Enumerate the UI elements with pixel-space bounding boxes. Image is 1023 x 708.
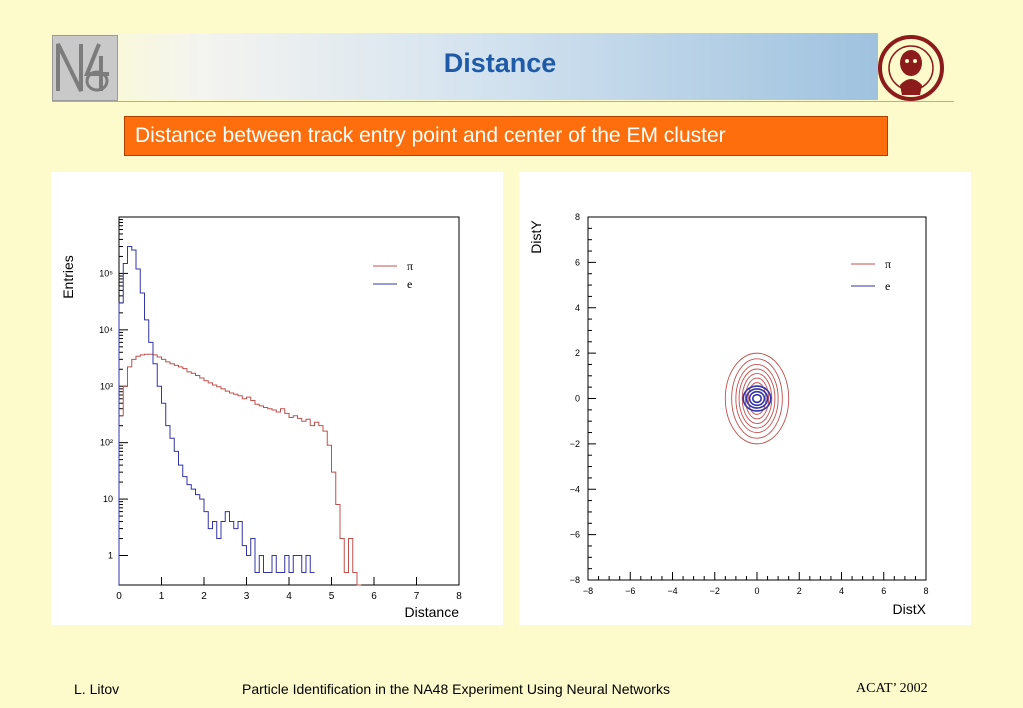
y-tick-label: 10	[103, 494, 113, 504]
header-divider	[52, 101, 954, 102]
y-tick-label: 10³	[100, 381, 113, 391]
x-tick-label: 6	[371, 591, 377, 602]
x-tick-label: 4	[839, 586, 844, 596]
contour-pion-level	[747, 382, 767, 415]
contour-pion-level	[744, 377, 770, 420]
x-tick-label: 0	[116, 591, 122, 602]
header-band	[52, 33, 878, 100]
y-tick-label: −6	[570, 530, 580, 540]
contour-electron-level	[742, 385, 772, 412]
distance-histogram: 0 1 2 3 4 5 6 7 8 1 10 10² 10³ 10⁴ 10⁵ Distance Entries π…	[60, 216, 462, 620]
na48-logo	[52, 35, 118, 101]
y-axis-label: DistY	[528, 220, 544, 254]
x-axis-label: Distance	[405, 604, 460, 620]
x-tick-label: −6	[625, 586, 635, 596]
contour-pion-level	[731, 358, 783, 439]
y-tick-label: −2	[570, 439, 580, 449]
series-pion-histogram	[118, 353, 362, 586]
legend-label-electron: e	[407, 277, 412, 291]
footer-talk-title: Particle Identification in the NA48 Expe…	[242, 681, 670, 697]
y-tick-label: 2	[575, 348, 580, 358]
slide-title: Distance	[443, 48, 557, 78]
contour-pion-level	[741, 373, 773, 424]
legend-label-electron: e	[885, 279, 890, 293]
y-axis-label: Entries	[60, 255, 76, 299]
y-tick-label: −8	[570, 575, 580, 585]
contour-pion-level	[738, 368, 776, 429]
x-tick-label: 4	[286, 591, 292, 602]
x-axis-label: DistX	[893, 601, 927, 617]
footer-conference: ACAT’ 2002	[856, 681, 928, 696]
distxy-contour-panel: −8 −6 −4 −2 0 2 4 6 8 −8 −6 −4 −2 0 2 4 6 8 DistX DistY π e	[519, 172, 971, 625]
series-electron-histogram	[118, 245, 315, 585]
y-tick-label: 1	[108, 551, 113, 561]
x-tick-label: 6	[881, 586, 886, 596]
x-tick-label: 8	[456, 591, 462, 602]
footer-author: L. Litov	[74, 681, 120, 697]
x-tick-label: 8	[923, 586, 928, 596]
distxy-contour-plot: −8 −6 −4 −2 0 2 4 6 8 −8 −6 −4 −2 0 2 4 6 8 DistX DistY πe	[528, 212, 929, 617]
contour-electron-level	[745, 388, 769, 409]
subtitle-banner: Distance between track entry point and c…	[124, 116, 888, 156]
y-tick-label: 10⁵	[99, 268, 113, 278]
legend-label-pion: π	[885, 257, 891, 271]
y-tick-label: 4	[575, 303, 580, 313]
y-tick-label: −4	[570, 484, 580, 494]
x-tick-label: 2	[201, 591, 207, 602]
university-seal-logo	[876, 33, 946, 103]
y-tick-label: 0	[575, 394, 580, 404]
x-tick-label: 3	[244, 591, 250, 602]
legend-label-pion: π	[407, 259, 413, 273]
x-tick-label: 2	[797, 586, 802, 596]
y-tick-label: 6	[575, 257, 580, 267]
x-tick-label: −4	[667, 586, 677, 596]
distance-histogram-panel: 0 1 2 3 4 5 6 7 8 1 10 10² 10³ 10⁴ 10⁵ Distance Entries π…	[51, 172, 503, 625]
y-tick-label: 10⁴	[99, 325, 113, 335]
contour-electron-level	[751, 393, 763, 404]
x-tick-label: 7	[414, 591, 420, 602]
x-tick-label: 0	[754, 586, 759, 596]
contour-pion-level	[735, 364, 779, 433]
y-tick-label: 8	[575, 212, 580, 222]
x-tick-label: 1	[159, 591, 165, 602]
plot-frame	[587, 216, 927, 581]
x-tick-label: −2	[710, 586, 720, 596]
y-tick-label: 10²	[100, 438, 113, 448]
x-tick-label: 5	[329, 591, 335, 602]
contour-pion-level	[724, 352, 790, 445]
x-tick-label: −8	[583, 586, 593, 596]
contour-electron-level	[748, 390, 766, 407]
